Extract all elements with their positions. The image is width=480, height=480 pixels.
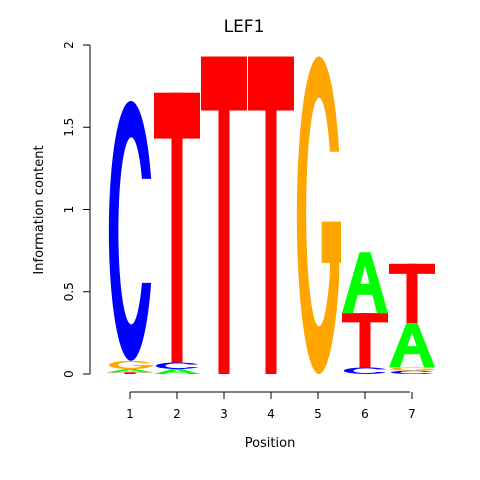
x-axis: 1 2 3 4 5 6 7	[126, 391, 416, 421]
logo-column-4	[248, 56, 294, 374]
logo-column-3	[201, 56, 247, 374]
logo-letter-T-pos-3	[201, 56, 247, 374]
logo-letter-C-pos-7	[390, 370, 434, 374]
logo-column-7	[389, 263, 435, 374]
logo-column-1	[107, 100, 153, 374]
y-axis-title: Information content	[32, 145, 47, 274]
logo-column-2	[154, 92, 200, 374]
logo-column-5	[296, 56, 341, 374]
y-tick-label-1: 1	[62, 206, 76, 214]
logo-stacks	[107, 56, 435, 374]
logo-letter-A-pos-2	[154, 369, 200, 374]
logo-letter-G-pos-7	[390, 367, 435, 371]
logo-letter-T-pos-2	[154, 92, 200, 363]
logo-letter-G-pos-1	[108, 360, 153, 370]
logo-letter-T-pos-4	[248, 56, 294, 374]
x-axis-title: Position	[245, 436, 296, 451]
x-tick-label-6: 6	[361, 407, 369, 421]
logo-letter-C-pos-6	[343, 367, 387, 374]
logo-column-6	[342, 252, 388, 374]
x-tick-label-3: 3	[220, 407, 228, 421]
logo-letter-A-pos-7	[389, 323, 435, 368]
logo-letter-A-pos-1	[107, 369, 153, 373]
logo-letter-T-pos-7	[389, 263, 435, 324]
y-tick-label-0.5: 0.5	[62, 282, 76, 301]
logo-letter-T-pos-6	[342, 313, 388, 368]
x-tick-label-7: 7	[408, 407, 416, 421]
y-tick-label-2: 2	[62, 41, 76, 49]
chart-title: LEF1	[224, 17, 265, 37]
y-tick-label-0: 0	[62, 370, 76, 378]
logo-letter-T-pos-1	[107, 372, 153, 374]
logo-letter-C-pos-1	[108, 100, 152, 361]
x-tick-label-5: 5	[314, 407, 322, 421]
x-tick-label-1: 1	[126, 407, 134, 421]
x-tick-label-4: 4	[267, 407, 275, 421]
logo-letter-A-pos-6	[342, 252, 388, 314]
logo-letter-C-pos-2	[155, 362, 199, 370]
logo-letter-G-pos-5	[296, 56, 341, 374]
y-tick-label-1.5: 1.5	[62, 118, 76, 137]
y-axis: 0 0.5 1 1.5 2	[62, 41, 91, 378]
x-tick-label-2: 2	[173, 407, 181, 421]
